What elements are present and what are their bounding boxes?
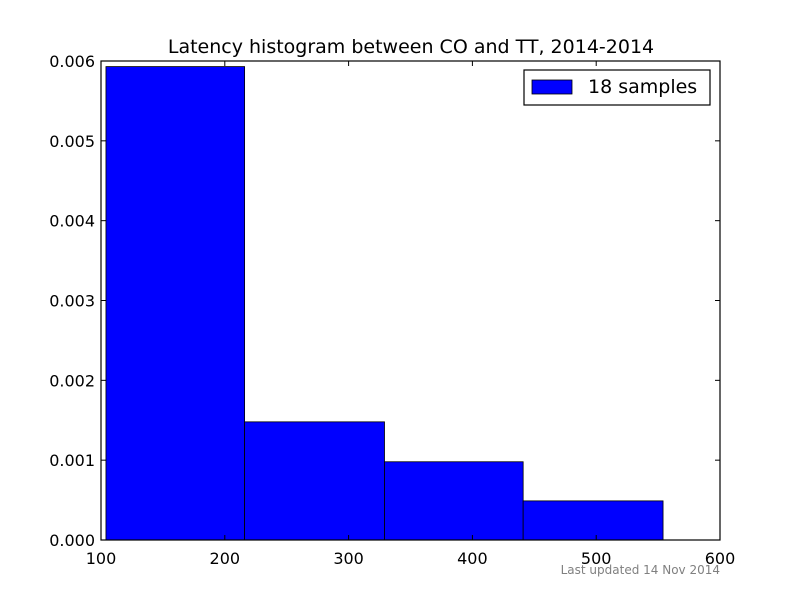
x-tick-label: 100 — [86, 549, 117, 568]
x-tick-label: 300 — [333, 549, 364, 568]
y-tick-label: 0.002 — [49, 371, 95, 390]
y-tick-label: 0.001 — [49, 451, 95, 470]
y-tick-label: 0.000 — [49, 531, 95, 550]
y-tick-label: 0.006 — [49, 52, 95, 71]
histogram-bar-2 — [244, 421, 385, 541]
legend-swatch — [531, 79, 573, 95]
legend-label: 18 samples — [588, 76, 697, 98]
x-tick-label: 500 — [581, 549, 612, 568]
last-updated-note: Last updated 14 Nov 2014 — [561, 563, 720, 577]
x-tick-label: 400 — [457, 549, 488, 568]
legend: 18 samples — [523, 69, 711, 106]
y-tick-label: 0.005 — [49, 132, 95, 151]
x-tick-label: 200 — [210, 549, 241, 568]
plot-frame — [100, 60, 721, 541]
chart-title: Latency histogram between CO and TT, 201… — [168, 36, 654, 58]
bars-layer — [105, 66, 664, 541]
ticks-layer: 100 200 300 400 500 600 0.000 0.001 0.002 0.003 0.… — [49, 52, 735, 568]
x-tick-label: 600 — [705, 549, 736, 568]
y-tick-label: 0.004 — [49, 212, 95, 231]
y-tick-label: 0.003 — [49, 292, 95, 311]
histogram-bar-1 — [105, 66, 246, 541]
histogram-bar-3 — [384, 461, 524, 541]
histogram-bar-4 — [522, 500, 664, 541]
